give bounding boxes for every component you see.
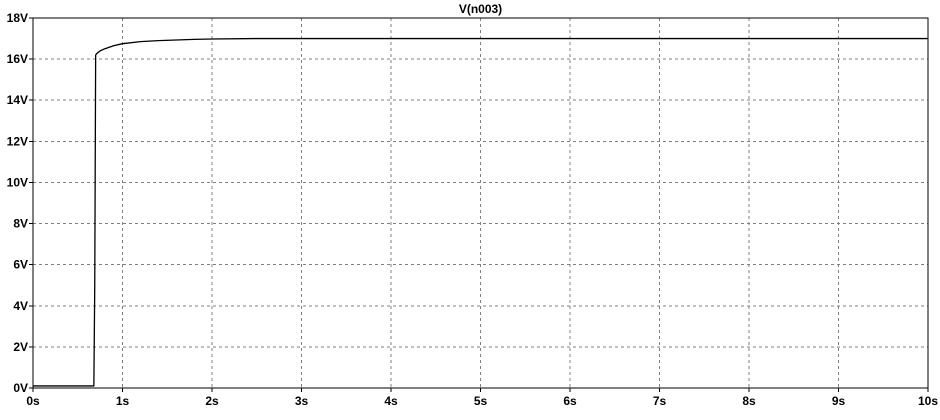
y-tick-label: 10V — [7, 175, 28, 189]
y-tick-label: 14V — [7, 93, 28, 107]
y-tick-label: 12V — [7, 134, 28, 148]
y-tick-label: 6V — [13, 258, 28, 272]
chart-title: V(n003) — [459, 2, 502, 16]
x-tick-label: 10s — [918, 394, 938, 408]
y-tick-label: 4V — [13, 299, 28, 313]
y-tick-label: 2V — [13, 340, 28, 354]
x-tick-label: 3s — [295, 394, 309, 408]
y-tick-label: 8V — [13, 217, 28, 231]
series-line-1 — [33, 37, 928, 387]
y-tick-label: 0V — [13, 381, 28, 395]
y-tick-label: 16V — [7, 52, 28, 66]
x-tick-label: 4s — [384, 394, 398, 408]
x-tick-label: 5s — [474, 394, 488, 408]
x-tick-label: 1s — [116, 394, 130, 408]
x-tick-label: 8s — [742, 394, 756, 408]
x-tick-label: 0s — [26, 394, 40, 408]
x-tick-label: 7s — [653, 394, 667, 408]
x-tick-label: 9s — [832, 394, 846, 408]
y-tick-label: 18V — [7, 11, 28, 25]
x-tick-label: 2s — [205, 394, 219, 408]
x-tick-label: 6s — [563, 394, 577, 408]
